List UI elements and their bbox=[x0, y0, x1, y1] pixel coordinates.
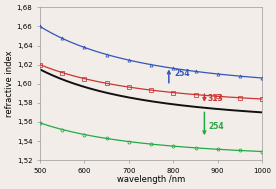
Y-axis label: refractive index: refractive index bbox=[5, 50, 14, 117]
Text: 254: 254 bbox=[208, 122, 224, 131]
Text: 254: 254 bbox=[174, 69, 190, 78]
Text: 313: 313 bbox=[208, 94, 224, 103]
X-axis label: wavelength /nm: wavelength /nm bbox=[117, 175, 185, 184]
